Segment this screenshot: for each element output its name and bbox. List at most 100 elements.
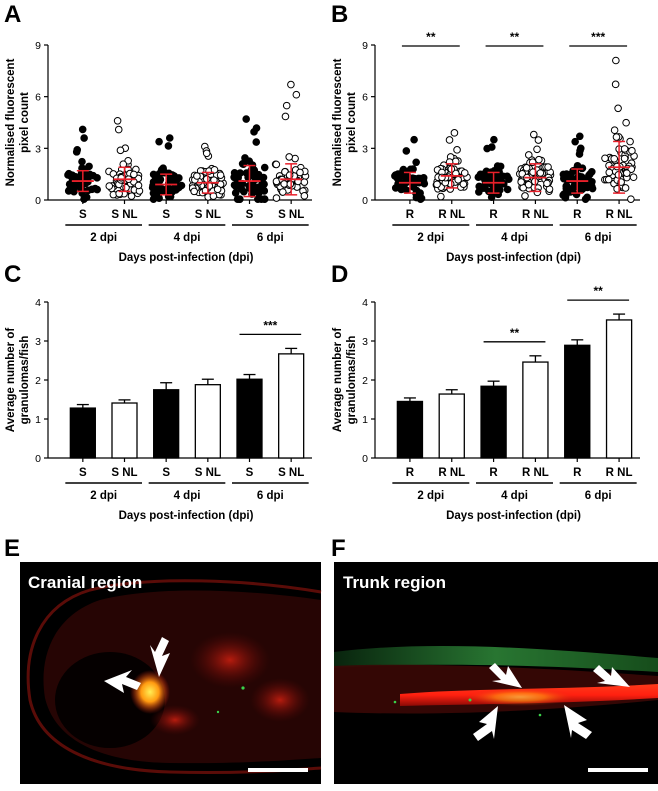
chart-panel-a: 0 3 6 9 Normalised fluorescent pixel count S S … <box>5 40 312 264</box>
data-point <box>576 144 585 153</box>
data-point <box>569 184 578 192</box>
data-point <box>544 163 552 171</box>
data-point <box>296 168 304 177</box>
category-label: S NL <box>195 467 221 479</box>
micrograph-cranial: Cranial region <box>20 562 322 784</box>
data-point <box>395 177 404 186</box>
data-point <box>460 169 469 177</box>
category-label: S <box>162 209 170 221</box>
data-point <box>190 187 198 196</box>
group-label: 4 dpi <box>174 232 201 244</box>
data-point <box>490 135 498 144</box>
data-point <box>581 183 589 191</box>
group-label: 6 dpi <box>257 490 284 502</box>
bar <box>480 385 507 459</box>
data-point <box>282 101 291 110</box>
data-point <box>628 146 636 155</box>
category-label: R NL <box>438 467 465 479</box>
data-point <box>483 144 491 153</box>
region-label-cranial: Cranial region <box>28 573 142 592</box>
data-point <box>601 154 609 163</box>
data-point <box>164 142 173 150</box>
data-point <box>165 134 174 142</box>
data-point <box>172 185 181 193</box>
tissue-glow-3 <box>150 705 200 735</box>
group-label: 2 dpi <box>90 232 117 244</box>
data-point <box>272 194 281 202</box>
y-tick-label: 4 <box>35 297 41 309</box>
data-point <box>610 154 619 163</box>
x-axis-label: Days post-infection (dpi) <box>119 510 254 522</box>
significance-label: *** <box>263 318 277 332</box>
category-label: S NL <box>111 209 137 221</box>
data-point <box>534 136 543 144</box>
data-point <box>216 171 225 179</box>
category-label: R <box>489 467 498 479</box>
category-label: R <box>489 209 498 221</box>
data-point <box>210 165 219 174</box>
data-point <box>242 115 250 123</box>
data-point <box>535 155 543 164</box>
category-label: R NL <box>606 467 633 479</box>
trunk-green-tissue <box>334 645 658 672</box>
category-label: S NL <box>278 209 304 221</box>
arrow-icon <box>593 665 630 687</box>
group-label: 4 dpi <box>501 490 528 502</box>
bar <box>194 384 221 459</box>
panel-letter-f: F <box>331 535 346 562</box>
bar <box>69 407 96 459</box>
y-tick-label: 0 <box>35 453 41 465</box>
data-point <box>114 125 123 134</box>
arrow-icon <box>150 637 170 677</box>
scale-bar <box>248 768 308 772</box>
data-point <box>280 180 288 188</box>
data-point <box>89 171 97 180</box>
category-label: R NL <box>522 467 549 479</box>
data-point <box>105 182 114 190</box>
y-tick-label: 0 <box>35 195 41 207</box>
data-point <box>453 146 461 154</box>
bar <box>153 389 180 459</box>
data-point <box>260 195 269 203</box>
data-point <box>237 185 246 194</box>
significance-label: ** <box>426 30 436 44</box>
arrow-icon <box>489 663 522 688</box>
data-point <box>157 185 166 193</box>
data-point <box>113 116 122 125</box>
data-point <box>402 147 411 155</box>
data-point <box>517 178 525 186</box>
data-point <box>80 134 88 142</box>
panel-letter-a: A <box>4 1 21 28</box>
panel-letter-e: E <box>4 535 20 562</box>
green-bacteria <box>468 698 472 702</box>
data-point <box>412 158 420 167</box>
data-point <box>612 56 620 65</box>
group-label: 6 dpi <box>257 232 284 244</box>
bar <box>605 319 633 459</box>
data-point <box>529 168 537 176</box>
data-point <box>157 166 166 174</box>
data-point <box>300 192 309 200</box>
data-point <box>78 164 86 173</box>
category-label: S NL <box>111 467 137 479</box>
arrow-icon <box>104 670 141 693</box>
panel-letter-d: D <box>331 261 348 288</box>
category-label: R <box>573 209 582 221</box>
group-label: 2 dpi <box>417 490 444 502</box>
granuloma-cluster <box>130 670 170 714</box>
category-label: S <box>162 467 170 479</box>
data-point <box>604 175 613 184</box>
data-point <box>292 90 301 99</box>
y-tick-label: 2 <box>362 375 368 387</box>
data-point <box>585 171 593 180</box>
data-point <box>134 181 143 190</box>
data-point <box>213 185 222 194</box>
data-point <box>476 170 485 179</box>
data-point <box>626 137 634 146</box>
significance-label: ** <box>510 30 520 44</box>
data-point <box>588 182 596 191</box>
data-point <box>285 171 294 180</box>
data-point <box>459 180 468 188</box>
data-point <box>524 180 533 189</box>
y-tick-label: 4 <box>362 297 368 309</box>
